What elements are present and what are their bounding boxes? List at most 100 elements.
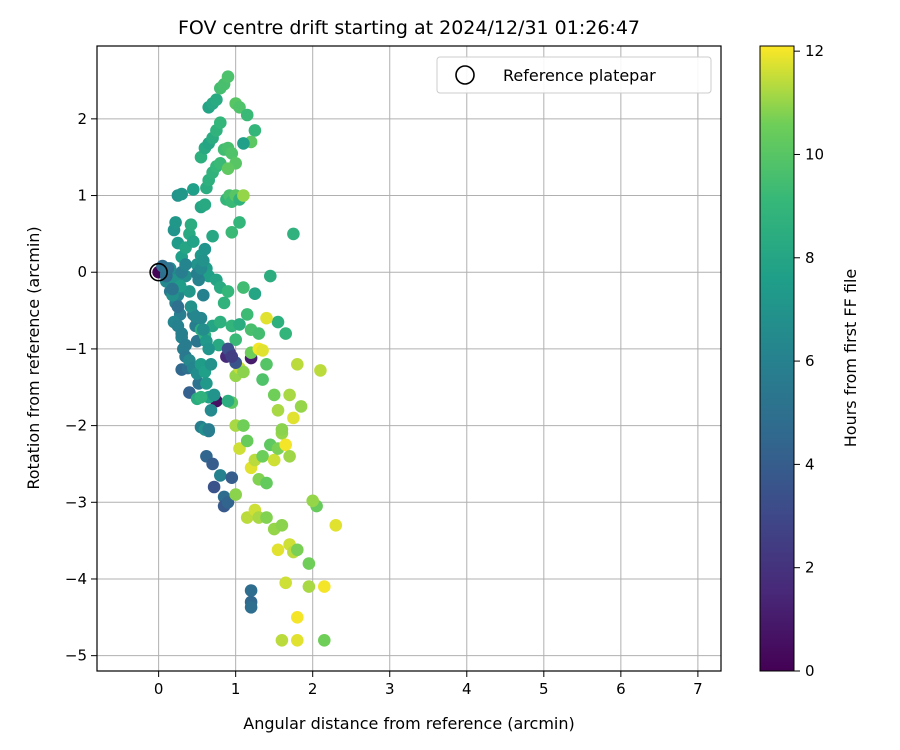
scatter-point xyxy=(179,258,192,271)
x-tick-label: 0 xyxy=(154,680,164,698)
scatter-point xyxy=(271,404,285,417)
scatter-point xyxy=(256,373,269,386)
scatter-point xyxy=(279,576,293,590)
scatter-point xyxy=(279,327,293,340)
y-axis-ticks: −5 −4 −3 −2 −1 0 1 2 xyxy=(65,110,97,665)
scatter-point xyxy=(221,285,235,298)
scatter-point xyxy=(184,300,198,314)
scatter-point xyxy=(302,557,316,570)
scatter-point xyxy=(291,543,304,557)
scatter-point xyxy=(202,423,215,436)
scatter-point xyxy=(197,254,210,267)
scatter-point xyxy=(271,543,285,557)
scatter-point xyxy=(183,285,196,298)
scatter-point xyxy=(291,611,304,624)
scatter-point xyxy=(267,453,281,467)
scatter-point xyxy=(291,358,304,371)
scatter-point xyxy=(264,269,277,283)
scatter-point xyxy=(252,327,266,340)
legend-marker-icon xyxy=(455,65,475,85)
scatter-point xyxy=(275,519,289,532)
colorbar-tick-label: 12 xyxy=(805,42,824,60)
scatter-point xyxy=(221,70,235,83)
scatter-point xyxy=(287,227,300,241)
scatter-point xyxy=(217,296,231,310)
scatter-point xyxy=(198,198,212,211)
scatter-point xyxy=(287,411,300,425)
scatter-point xyxy=(225,471,239,485)
scatter-point xyxy=(214,116,227,129)
scatter-point xyxy=(256,344,269,357)
scatter-point xyxy=(314,364,327,377)
scatter-point xyxy=(207,480,221,494)
scatter-point xyxy=(248,287,262,301)
scatter-point xyxy=(202,342,215,356)
scatter-point xyxy=(187,235,200,248)
scatter-point xyxy=(240,108,254,122)
scatter-point xyxy=(237,137,250,150)
scatter-point xyxy=(198,242,212,256)
scatter-point xyxy=(302,580,316,593)
x-tick-label: 2 xyxy=(308,680,318,698)
x-tick-label: 5 xyxy=(539,680,549,698)
y-tick-label: −4 xyxy=(65,570,87,588)
scatter-point xyxy=(200,377,213,390)
scatter-point xyxy=(175,187,188,201)
scatter-point xyxy=(244,601,258,614)
scatter-point xyxy=(233,216,246,229)
x-tick-label: 4 xyxy=(462,680,472,698)
colorbar-tick-label: 8 xyxy=(805,249,815,267)
scatter-point xyxy=(240,434,254,448)
scatter-point xyxy=(169,216,182,229)
scatter-point xyxy=(248,124,262,137)
y-tick-label: 1 xyxy=(77,187,87,205)
scatter-point xyxy=(271,315,285,329)
y-tick-label: −5 xyxy=(65,647,87,665)
y-axis-label: Rotation from reference (arcmin) xyxy=(24,226,43,489)
y-tick-label: −1 xyxy=(65,340,87,358)
legend-entry-reference: Reference platepar xyxy=(503,66,656,85)
scatter-point xyxy=(179,338,192,352)
colorbar-tick-label: 0 xyxy=(805,662,815,680)
scatter-point xyxy=(244,584,258,597)
colorbar-tick-label: 10 xyxy=(805,145,824,163)
x-tick-label: 3 xyxy=(385,680,395,698)
scatter-point xyxy=(204,358,218,371)
scatter-point xyxy=(318,580,331,593)
scatter-point xyxy=(229,488,242,501)
x-tick-label: 6 xyxy=(616,680,626,698)
colorbar-label: Hours from first FF file xyxy=(841,269,860,448)
scatter-point xyxy=(237,189,250,202)
colorbar-tick-label: 2 xyxy=(805,559,815,577)
colorbar-tick-label: 6 xyxy=(805,352,815,370)
reference-marker xyxy=(149,262,168,282)
scatter-point xyxy=(221,162,235,175)
scatter-point xyxy=(221,496,235,509)
chart-title: FOV centre drift starting at 2024/12/31 … xyxy=(178,17,640,39)
scatter-point xyxy=(291,634,304,647)
scatter-point xyxy=(240,308,254,321)
x-tick-label: 7 xyxy=(693,680,703,698)
scatter-point xyxy=(175,327,188,340)
scatter-point xyxy=(237,281,250,294)
colorbar-ticks: 0 2 4 6 8 10 12 xyxy=(794,42,824,680)
scatter-point xyxy=(260,311,273,325)
reference-platepar-marker xyxy=(149,262,168,282)
scatter-point xyxy=(214,315,227,329)
scatter-point xyxy=(275,423,289,436)
scatter-point xyxy=(233,442,246,455)
scatter-point xyxy=(221,394,235,408)
scatter-point xyxy=(197,323,210,337)
scatter-point xyxy=(206,457,219,471)
scatter-point xyxy=(260,476,273,490)
colorbar-tick-label: 4 xyxy=(805,455,815,473)
scatter-point xyxy=(204,404,218,417)
scatter-point xyxy=(166,282,179,296)
scatter-point xyxy=(197,288,210,302)
scatter-point xyxy=(294,400,308,413)
scatter-point xyxy=(233,318,246,331)
scatter-point xyxy=(214,469,227,482)
scatter-point xyxy=(279,438,293,452)
y-tick-label: −3 xyxy=(65,493,87,511)
